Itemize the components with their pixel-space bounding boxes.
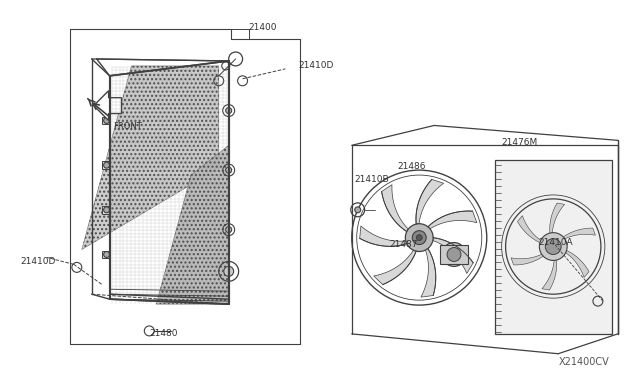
Text: FRONT: FRONT	[113, 122, 142, 131]
Circle shape	[545, 238, 561, 254]
Circle shape	[226, 167, 232, 173]
Circle shape	[447, 247, 461, 262]
Bar	[440, 244, 468, 264]
Polygon shape	[562, 228, 595, 240]
Circle shape	[412, 231, 426, 244]
Text: 21410A: 21410A	[538, 238, 573, 247]
Polygon shape	[564, 250, 589, 278]
Circle shape	[104, 162, 109, 168]
Circle shape	[540, 232, 567, 260]
Circle shape	[224, 266, 234, 276]
Text: 21486: 21486	[397, 162, 426, 171]
Circle shape	[405, 224, 433, 251]
Text: 21410B: 21410B	[355, 175, 389, 184]
Text: 21410D: 21410D	[20, 257, 56, 266]
Circle shape	[226, 108, 232, 113]
Bar	[495, 160, 612, 334]
Circle shape	[442, 243, 466, 266]
Polygon shape	[518, 216, 543, 243]
Text: 21487: 21487	[390, 240, 418, 248]
Polygon shape	[374, 250, 416, 285]
Polygon shape	[416, 179, 444, 224]
Circle shape	[226, 227, 232, 232]
Bar	[102, 250, 109, 259]
Polygon shape	[156, 145, 228, 304]
Text: 21476M: 21476M	[502, 138, 538, 147]
Circle shape	[447, 247, 461, 262]
Polygon shape	[82, 66, 219, 250]
Polygon shape	[433, 238, 473, 273]
Polygon shape	[381, 185, 408, 232]
Text: 21400: 21400	[248, 23, 277, 32]
Polygon shape	[550, 203, 564, 235]
Bar	[102, 161, 109, 169]
Polygon shape	[360, 226, 407, 246]
Circle shape	[355, 207, 361, 213]
Circle shape	[104, 118, 109, 124]
Text: X21400CV: X21400CV	[558, 357, 609, 367]
Polygon shape	[511, 253, 545, 265]
Circle shape	[104, 251, 109, 257]
Text: 21480: 21480	[149, 329, 178, 338]
Text: 21410D: 21410D	[298, 61, 333, 70]
Polygon shape	[421, 248, 436, 297]
Circle shape	[104, 207, 109, 213]
Bar	[102, 116, 109, 125]
Polygon shape	[428, 211, 477, 229]
Circle shape	[416, 235, 422, 241]
Polygon shape	[93, 91, 122, 121]
Bar	[102, 206, 109, 214]
Polygon shape	[542, 258, 557, 290]
